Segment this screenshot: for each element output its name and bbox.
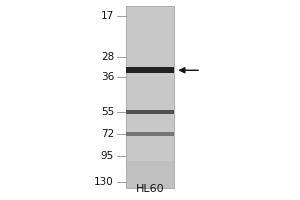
Text: 130: 130 (94, 177, 114, 187)
Text: 55: 55 (101, 107, 114, 117)
Bar (126, 6, 174, 188)
Text: 28: 28 (101, 52, 114, 62)
Text: 17: 17 (101, 11, 114, 21)
Bar (126, 161, 174, 188)
Bar (126, 110, 174, 114)
Bar (126, 67, 174, 73)
Text: 36: 36 (101, 72, 114, 82)
Text: 95: 95 (101, 151, 114, 161)
Text: HL60: HL60 (136, 184, 164, 194)
Bar (126, 132, 174, 136)
Text: 72: 72 (101, 129, 114, 139)
